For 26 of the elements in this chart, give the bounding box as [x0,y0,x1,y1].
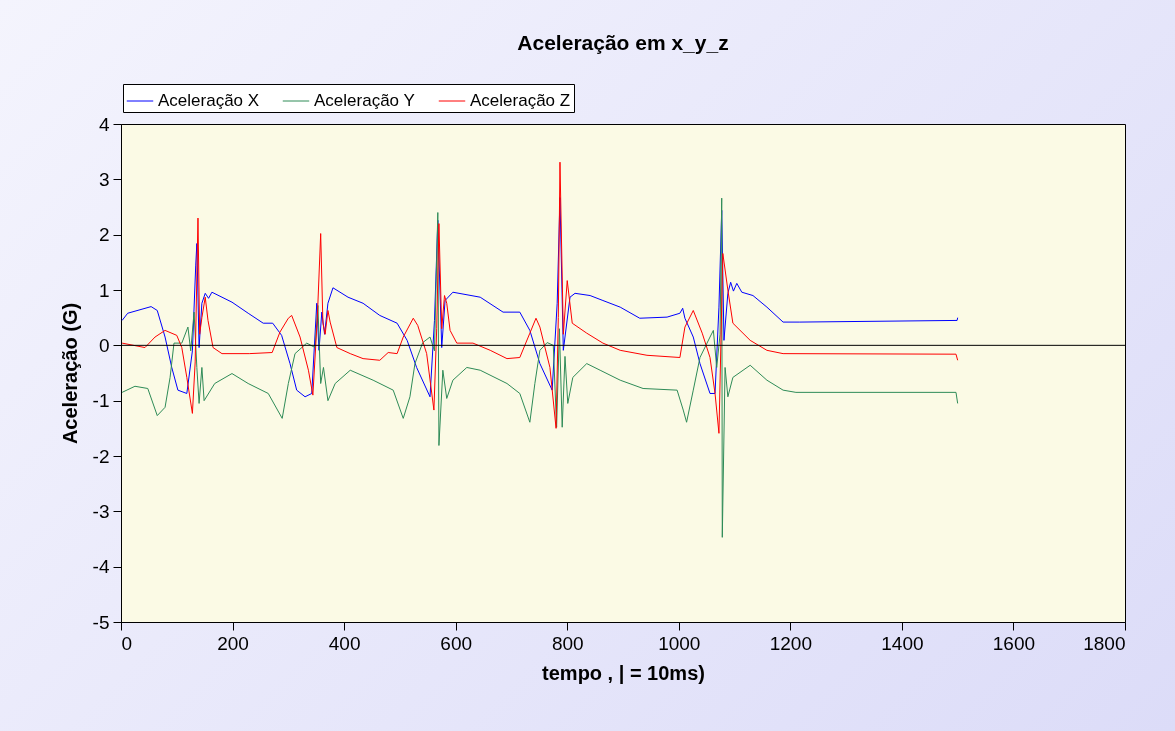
x-tick-label: 600 [440,632,473,654]
y-axis-title: Aceleração (G) [58,302,81,445]
x-axis-title: tempo , | = 10ms) [542,661,705,684]
x-tick-label: 1800 [1083,632,1126,654]
chart-title: Aceleração em x_y_z [517,30,729,54]
y-tick-label: 2 [98,224,110,246]
x-tick-label: 1600 [992,632,1036,654]
legend-label: Aceleração Y [314,91,415,110]
y-tick-label: -4 [92,556,110,578]
y-tick-label: 3 [98,168,110,190]
x-tick-label: 200 [217,632,249,654]
x-tick-label: 800 [551,632,584,654]
y-tick-label: -1 [92,390,110,412]
legend-label: Aceleração Z [470,91,571,110]
y-tick-label: -3 [92,500,110,522]
y-tick-label: 4 [98,113,110,135]
x-tick-label: 1400 [881,632,924,654]
y-tick-label: 0 [98,334,110,356]
x-tick-label: 400 [328,632,361,654]
x-tick-label: 0 [121,632,133,654]
legend-label: Aceleração X [158,91,260,110]
x-tick-label: 1000 [658,632,701,654]
y-tick-label: -5 [92,611,110,633]
y-tick-label: 1 [98,279,110,301]
x-tick-label: 1200 [769,632,812,654]
y-tick-label: -2 [92,445,110,467]
